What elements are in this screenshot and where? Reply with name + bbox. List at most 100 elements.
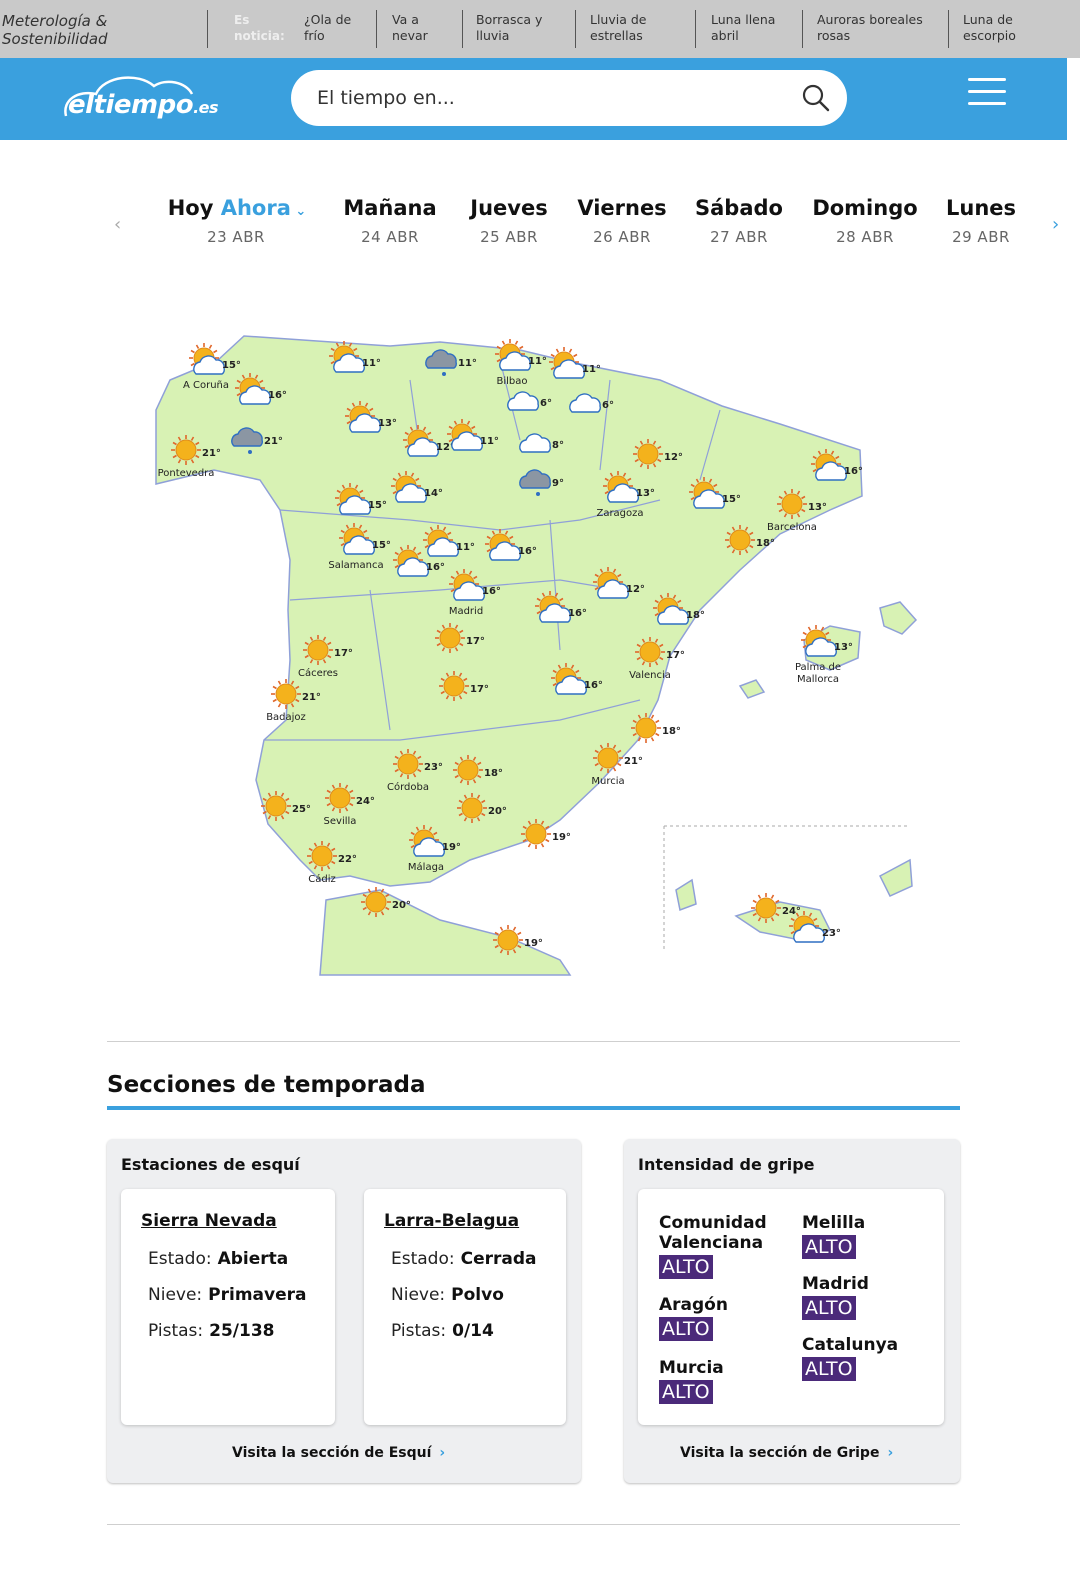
city-weather-marker[interactable]: 16° [811,449,863,481]
city-weather-marker[interactable]: 9° [519,469,564,496]
sun-cloud-icon [403,425,440,457]
chevron-right-icon[interactable]: › [1052,214,1060,235]
city-weather-marker[interactable]: 11° [423,525,475,557]
city-weather-marker[interactable]: 8° [519,433,564,453]
city-weather-marker[interactable]: 6° [569,393,614,413]
city-weather-marker[interactable]: 18° [653,593,705,625]
ski-station-name[interactable]: Sierra Nevada [141,1211,277,1231]
city-weather-marker[interactable]: 16° [235,373,287,405]
city-weather-marker[interactable]: 21°Murcia [591,743,643,787]
flu-region[interactable]: Melilla ALTO [802,1213,866,1259]
search-input[interactable] [317,70,787,126]
city-weather-marker[interactable]: 20° [457,793,507,823]
flu-region[interactable]: Murcia ALTO [659,1358,724,1404]
ski-runs-row: Pistas: 0/14 [391,1321,494,1341]
city-weather-marker[interactable]: 23° Córdoba [387,749,443,793]
city-weather-marker[interactable]: 24° [751,893,801,923]
news-link[interactable]: Va a nevar [392,12,428,43]
city-weather-marker[interactable]: 15° A Coruña [183,343,241,391]
tab-day[interactable]: Lunes 29 ABR [944,196,1018,246]
city-weather-marker[interactable]: 12° [633,439,683,469]
city-weather-marker[interactable]: 21° Badajoz [266,679,321,723]
city-weather-marker[interactable]: 25° [261,791,311,821]
sun-icon [453,755,483,785]
city-weather-marker[interactable]: 19° [493,925,543,955]
site-logo[interactable]: eltiempo.es [58,70,238,128]
city-weather-marker[interactable]: 13° Zaragoza [596,471,655,519]
city-weather-marker[interactable]: 17° [435,623,485,653]
ski-status-row: Estado: Cerrada [391,1249,537,1269]
city-weather-marker[interactable]: 12° [403,425,455,457]
city-weather-marker[interactable]: 17° [439,671,489,701]
city-weather-marker[interactable]: 16° Madrid [449,569,501,617]
site-section-title[interactable]: Meterología & Sostenibilidad [2,12,108,48]
tab-date: 25 ABR [480,228,538,246]
city-weather-marker[interactable]: 6° [507,391,552,411]
city-weather-marker[interactable]: 15° [335,483,387,515]
tab-day[interactable]: Mañana 24 ABR [340,196,440,246]
city-weather-marker[interactable]: 17° Cáceres [298,635,353,679]
ski-snow-row: Nieve: Primavera [148,1285,307,1305]
city-weather-marker[interactable]: 24° Sevilla [324,783,375,827]
city-weather-marker[interactable]: 18° [631,713,681,743]
city-weather-marker[interactable]: 19° [521,819,571,849]
city-weather-marker[interactable]: 21° [231,427,283,454]
ski-station-card[interactable]: Larra-Belagua Estado: Cerrada Nieve: Polvo… [364,1189,566,1425]
city-weather-marker[interactable]: 22°Cádiz [307,841,357,885]
tab-today[interactable]: Hoy Ahora ⌄ 23 ABR [162,196,312,246]
tab-day[interactable]: Domingo 28 ABR [808,196,922,246]
city-weather-marker[interactable]: 18° [725,525,775,555]
city-weather-marker[interactable]: 20° [361,887,411,917]
search-icon[interactable] [801,83,831,113]
news-bar: Meterología & Sostenibilidad Es noticia:… [0,0,1080,58]
city-weather-marker[interactable]: 16° [393,545,445,577]
ski-station-card[interactable]: Sierra Nevada Estado: Abierta Nieve: Prima… [121,1189,335,1425]
news-link[interactable]: Lluvia de estrellas [590,12,647,43]
tab-day[interactable]: Sábado 27 ABR [692,196,786,246]
rain-icon [231,427,264,454]
tab-day[interactable]: Jueves 25 ABR [464,196,554,246]
city-weather-marker[interactable]: 15° [689,477,741,509]
news-link[interactable]: Luna llena abril [711,12,776,43]
city-weather-marker[interactable]: 12° [593,567,645,599]
city-weather-marker[interactable]: 18° [453,755,503,785]
chevron-left-icon[interactable]: ‹ [114,214,122,235]
city-weather-marker[interactable]: 16° [551,663,603,695]
city-weather-marker[interactable]: 13° [345,401,397,433]
flu-region[interactable]: Comunidad Valenciana ALTO [659,1213,767,1279]
city-weather-marker[interactable]: 23° [789,911,841,943]
flu-section-link[interactable]: Visita la sección de Gripe › [680,1445,894,1461]
city-temperature: 18° [686,610,705,621]
news-link[interactable]: Auroras boreales rosas [817,12,923,43]
city-weather-marker[interactable]: 11° [425,349,477,376]
ski-section-link[interactable]: Visita la sección de Esquí › [232,1445,446,1461]
city-weather-marker[interactable]: 15° Salamanca [328,523,391,571]
city-weather-marker[interactable]: 11°Bilbao [495,339,547,387]
news-link[interactable]: Borrasca y lluvia [476,12,543,43]
city-weather-marker[interactable]: 19° Málaga [408,825,461,873]
sun-icon [725,525,755,555]
tab-day[interactable]: Viernes 26 ABR [575,196,669,246]
city-weather-marker[interactable]: 16° [535,591,587,623]
news-link[interactable]: ¿Ola de frío [304,12,352,43]
flu-region[interactable]: Aragón ALTO [659,1295,728,1341]
city-weather-marker[interactable]: 13° Palma de Mallorca [795,625,853,685]
flu-level-badge: ALTO [659,1317,713,1341]
city-weather-marker[interactable]: 21° Pontevedra [158,435,221,479]
city-weather-marker[interactable]: 16° [485,529,537,561]
sun-cloud-icon [423,525,460,557]
city-weather-marker[interactable]: 13° Barcelona [767,489,827,533]
news-link[interactable]: Luna de escorpio [963,12,1016,43]
ski-station-name[interactable]: Larra-Belagua [384,1211,520,1231]
city-weather-marker[interactable]: 11° [549,347,601,379]
city-weather-marker[interactable]: 11° [329,341,381,373]
flu-region[interactable]: Madrid ALTO [802,1274,869,1320]
flu-region[interactable]: Catalunya ALTO [802,1335,899,1381]
city-name: A Coruña [183,380,229,391]
city-weather-marker[interactable]: 17° Valencia [629,637,685,681]
sun-cloud-icon [603,471,640,503]
hamburger-menu-icon[interactable] [968,78,1006,114]
city-weather-marker[interactable]: 11° [447,419,499,451]
city-weather-marker[interactable]: 14° [391,471,443,503]
